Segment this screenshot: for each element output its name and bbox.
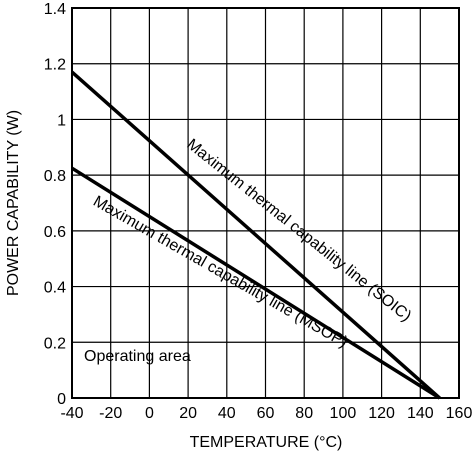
x-tick-label: 160 <box>446 405 473 422</box>
y-tick-label: 0.6 <box>44 224 66 241</box>
x-tick-label: -20 <box>99 405 122 422</box>
x-tick-label: 20 <box>179 405 197 422</box>
y-tick-label: 1 <box>57 112 66 129</box>
x-tick-label: 60 <box>257 405 275 422</box>
x-axis-title: TEMPERATURE (°C) <box>190 434 343 451</box>
series-layer <box>70 70 441 400</box>
y-axis-title: POWER CAPABILITY (W) <box>5 110 22 296</box>
y-tick-label: 1.2 <box>44 57 66 74</box>
x-tick-label: 120 <box>368 405 395 422</box>
plot-frame <box>71 7 460 399</box>
y-tick-label: 1.4 <box>44 1 66 18</box>
y-tick-label: 0.8 <box>44 168 66 185</box>
y-tick-labels: 0 0.2 0.4 0.6 0.8 1 1.2 1.4 <box>44 1 66 408</box>
x-tick-labels: -40 -20 0 20 40 60 80 100 120 140 160 <box>60 405 472 422</box>
series-label-msop: Maximum thermal capability line (MSOP) <box>90 193 350 351</box>
series-line-msop <box>71 166 441 400</box>
series-line-soic <box>70 70 441 400</box>
y-tick-label: 0.2 <box>44 335 66 352</box>
x-tick-label: 80 <box>295 405 313 422</box>
x-tick-label: 100 <box>330 405 357 422</box>
x-tick-label: 40 <box>218 405 236 422</box>
y-tick-label: 0 <box>57 391 66 408</box>
x-tick-label: -40 <box>60 405 83 422</box>
x-tick-label: 0 <box>145 405 154 422</box>
y-tick-label: 0.4 <box>44 280 66 297</box>
operating-area-label: Operating area <box>84 348 191 365</box>
x-tick-label: 140 <box>407 405 434 422</box>
